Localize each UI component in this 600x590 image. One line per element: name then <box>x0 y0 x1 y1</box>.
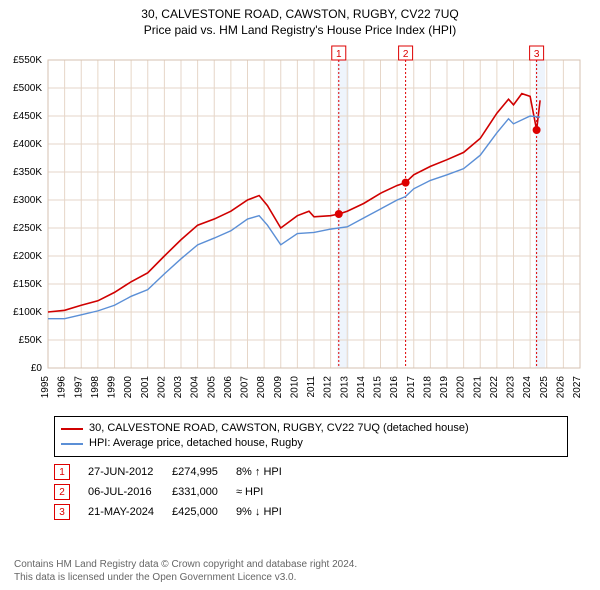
footer-attribution: Contains HM Land Registry data © Crown c… <box>14 558 357 584</box>
svg-text:1: 1 <box>336 49 342 60</box>
svg-text:£0: £0 <box>31 363 43 374</box>
event-row: 2 06-JUL-2016 £331,000 ≈ HPI <box>54 482 300 502</box>
svg-text:2024: 2024 <box>522 376 533 399</box>
title-line-1: 30, CALVESTONE ROAD, CAWSTON, RUGBY, CV2… <box>0 6 600 22</box>
svg-text:2: 2 <box>403 49 409 60</box>
svg-text:2000: 2000 <box>123 376 134 399</box>
svg-text:2016: 2016 <box>389 376 400 399</box>
footer-line: Contains HM Land Registry data © Crown c… <box>14 558 357 571</box>
svg-text:2021: 2021 <box>472 376 483 399</box>
footer-line: This data is licensed under the Open Gov… <box>14 571 357 584</box>
svg-text:1995: 1995 <box>40 376 51 399</box>
svg-text:£150K: £150K <box>13 279 42 290</box>
legend-label: 30, CALVESTONE ROAD, CAWSTON, RUGBY, CV2… <box>89 421 469 436</box>
title-line-2: Price paid vs. HM Land Registry's House … <box>0 22 600 38</box>
svg-text:2007: 2007 <box>240 376 251 399</box>
event-marker-2: 2 <box>54 484 70 500</box>
event-price: £425,000 <box>172 502 236 522</box>
chart-titles: 30, CALVESTONE ROAD, CAWSTON, RUGBY, CV2… <box>0 0 600 38</box>
svg-text:2012: 2012 <box>323 376 334 399</box>
svg-text:2009: 2009 <box>273 376 284 399</box>
svg-text:2019: 2019 <box>439 376 450 399</box>
svg-text:2018: 2018 <box>422 376 433 399</box>
svg-text:1999: 1999 <box>107 376 118 399</box>
event-price: £331,000 <box>172 482 236 502</box>
event-price: £274,995 <box>172 462 236 482</box>
svg-text:£350K: £350K <box>13 167 42 178</box>
svg-text:2020: 2020 <box>456 376 467 399</box>
svg-text:2017: 2017 <box>406 376 417 399</box>
event-date: 06-JUL-2016 <box>88 482 172 502</box>
svg-text:£450K: £450K <box>13 111 42 122</box>
svg-text:2008: 2008 <box>256 376 267 399</box>
svg-text:1996: 1996 <box>57 376 68 399</box>
svg-text:£300K: £300K <box>13 195 42 206</box>
svg-text:1997: 1997 <box>73 376 84 399</box>
svg-text:2011: 2011 <box>306 376 317 398</box>
event-delta: 9% ↓ HPI <box>236 502 300 522</box>
chart-area: £0£50K£100K£150K£200K£250K£300K£350K£400… <box>48 46 580 396</box>
svg-text:2022: 2022 <box>489 376 500 399</box>
svg-text:£200K: £200K <box>13 251 42 262</box>
svg-text:3: 3 <box>534 49 540 60</box>
event-row: 1 27-JUN-2012 £274,995 8% ↑ HPI <box>54 462 300 482</box>
svg-text:2025: 2025 <box>539 376 550 399</box>
event-date: 27-JUN-2012 <box>88 462 172 482</box>
svg-text:2027: 2027 <box>572 376 583 399</box>
svg-text:2004: 2004 <box>190 376 201 399</box>
events-table: 1 27-JUN-2012 £274,995 8% ↑ HPI 2 06-JUL… <box>54 462 300 522</box>
legend-row: 30, CALVESTONE ROAD, CAWSTON, RUGBY, CV2… <box>61 421 561 436</box>
legend-label: HPI: Average price, detached house, Rugb… <box>89 436 303 451</box>
svg-text:£50K: £50K <box>19 335 43 346</box>
svg-text:2003: 2003 <box>173 376 184 399</box>
legend-swatch <box>61 428 83 430</box>
event-delta: 8% ↑ HPI <box>236 462 300 482</box>
svg-text:2002: 2002 <box>156 376 167 399</box>
svg-text:2010: 2010 <box>289 376 300 399</box>
svg-text:2023: 2023 <box>506 376 517 399</box>
svg-text:2006: 2006 <box>223 376 234 399</box>
legend-row: HPI: Average price, detached house, Rugb… <box>61 436 561 451</box>
svg-text:£500K: £500K <box>13 83 42 94</box>
svg-text:£550K: £550K <box>13 55 42 66</box>
event-row: 3 21-MAY-2024 £425,000 9% ↓ HPI <box>54 502 300 522</box>
svg-text:2026: 2026 <box>555 376 566 399</box>
event-date: 21-MAY-2024 <box>88 502 172 522</box>
svg-text:2001: 2001 <box>140 376 151 399</box>
legend-swatch <box>61 443 83 445</box>
chart-svg: £0£50K£100K£150K£200K£250K£300K£350K£400… <box>48 46 580 396</box>
event-marker-1: 1 <box>54 464 70 480</box>
event-delta: ≈ HPI <box>236 482 300 502</box>
svg-text:2014: 2014 <box>356 376 367 399</box>
svg-text:2015: 2015 <box>373 376 384 399</box>
svg-text:£400K: £400K <box>13 139 42 150</box>
svg-text:2005: 2005 <box>206 376 217 399</box>
svg-text:2013: 2013 <box>339 376 350 399</box>
svg-text:£250K: £250K <box>13 223 42 234</box>
svg-text:£100K: £100K <box>13 307 42 318</box>
legend: 30, CALVESTONE ROAD, CAWSTON, RUGBY, CV2… <box>54 416 568 457</box>
svg-text:1998: 1998 <box>90 376 101 399</box>
event-marker-3: 3 <box>54 504 70 520</box>
